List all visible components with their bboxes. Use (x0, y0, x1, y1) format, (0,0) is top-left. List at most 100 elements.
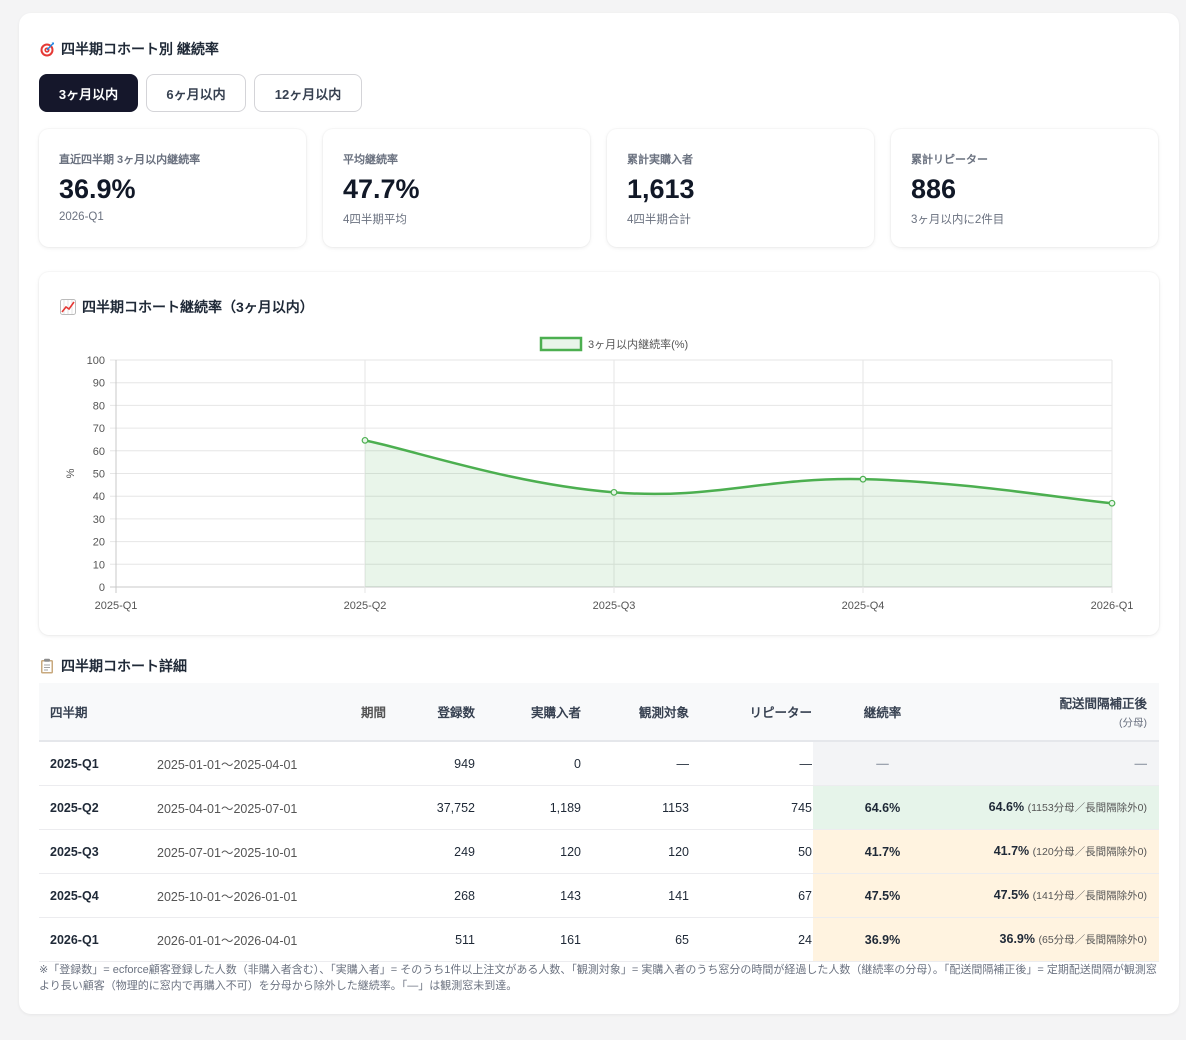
kpi-value: 886 (911, 174, 957, 204)
kpi-average-rate: 平均継続率 47.7% 4四半期平均 (323, 129, 590, 247)
cohort-table: 四半期 期間 登録数 実購入者 観測対象 リピーター 継続率 配送間隔補正後 (… (39, 683, 1159, 962)
table-header-row: 四半期 期間 登録数 実購入者 観測対象 リピーター 継続率 配送間隔補正後 (… (39, 683, 1159, 742)
y-tick-label: 40 (93, 491, 105, 503)
cell-rate: 47.5% (813, 873, 952, 918)
target-icon (40, 42, 54, 57)
legend-label: 3ヶ月以内継続率(%) (588, 337, 688, 351)
col-buyers: 実購入者 (476, 683, 582, 742)
cell-period: 2025-04-01〜2025-07-01 (156, 785, 386, 830)
cell-period: 2025-07-01〜2025-10-01 (156, 829, 386, 874)
cell-buyers: 161 (476, 917, 582, 962)
col-rate: 継続率 (813, 683, 952, 742)
col-adjusted-sub: (分母) (1119, 717, 1147, 729)
cell-observed: 141 (582, 873, 690, 918)
cell-quarter: 2025-Q1 (39, 741, 156, 786)
x-tick-label: 2025-Q2 (344, 600, 387, 612)
y-tick-label: 90 (93, 378, 105, 390)
table-row: 2025-Q4 2025-10-01〜2026-01-01 268 143 141 67 4… (39, 873, 1159, 918)
cell-adjusted-value: 64.6% (988, 800, 1025, 814)
tab-6-months[interactable]: 6ヶ月以内 (146, 74, 246, 112)
y-tick-label: 60 (93, 446, 105, 458)
cell-quarter: 2025-Q4 (39, 873, 156, 918)
table-row: 2025-Q1 2025-01-01〜2025-04-01 949 0— — — — (39, 741, 1159, 786)
cell-adjusted-note: (141分母／長間隔除外0) (1032, 890, 1147, 902)
cell-registered: 249 (386, 829, 476, 874)
y-tick-label: 50 (93, 469, 105, 481)
cell-registered: 511 (386, 917, 476, 962)
table-title: 四半期コホート詳細 (39, 656, 187, 676)
cell-buyers: 143 (476, 873, 582, 918)
kpi-latest-rate: 直近四半期 3ヶ月以内継続率 36.9% 2026-Q1 (39, 129, 306, 247)
kpi-value: 36.9% (59, 174, 136, 204)
cell-quarter: 2026-Q1 (39, 917, 156, 962)
kpi-sub: 3ヶ月以内に2件目 (911, 214, 1005, 226)
x-tick-label: 2026-Q1 (1091, 600, 1134, 612)
cell-rate: 64.6% (813, 785, 952, 830)
chart-title-text: 四半期コホート継続率（3ヶ月以内） (82, 299, 314, 315)
table-row: 2025-Q3 2025-07-01〜2025-10-01 249 120 120 50 4… (39, 829, 1159, 874)
cell-quarter: 2025-Q2 (39, 785, 156, 830)
cell-adjusted: 64.6% (1153分母／長間隔除外0) (952, 785, 1159, 830)
retention-line-chart: 0 10 20 30 40 50 60 70 80 90 100 2025-Q1 2025-Q2 2025… (65, 336, 1134, 612)
window-tabs: 3ヶ月以内 6ヶ月以内 12ヶ月以内 (39, 74, 362, 112)
table-row: 2026-Q1 2026-01-01〜2026-04-01 511 161 65 24 36… (39, 917, 1159, 962)
kpi-sub: 2026-Q1 (59, 211, 104, 223)
cell-repeaters: 67 (690, 873, 813, 918)
cell-rate: 41.7% (813, 829, 952, 874)
kpi-label: 直近四半期 3ヶ月以内継続率 (59, 154, 201, 166)
cell-repeaters: — (690, 741, 813, 786)
chart-card: 四半期コホート継続率（3ヶ月以内） 0 10 20 30 40 50 60 70 80 90 100… (39, 272, 1159, 635)
col-observed: 観測対象 (582, 683, 690, 742)
data-point (361, 436, 369, 444)
page-title-text: 四半期コホート別 継続率 (61, 41, 219, 57)
cell-adjusted-note: (120分母／長間隔除外0) (1032, 846, 1147, 858)
cell-repeaters: 50 (690, 829, 813, 874)
cell-adjusted: 47.5% (141分母／長間隔除外0) (952, 873, 1159, 918)
x-tick-label: 2025-Q1 (95, 600, 138, 612)
col-quarter: 四半期 (39, 683, 156, 742)
cell-period: 2025-01-01〜2025-04-01 (156, 741, 386, 786)
cell-adjusted-value: 41.7% (993, 844, 1030, 858)
cell-registered: 268 (386, 873, 476, 918)
cell-rate: — (813, 741, 952, 786)
chart-increasing-icon (60, 299, 76, 315)
kpi-value: 1,613 (627, 174, 695, 204)
x-tick-label: 2025-Q3 (593, 600, 636, 612)
cell-adjusted: 41.7% (120分母／長間隔除外0) (952, 829, 1159, 874)
kpi-label: 累計実購入者 (627, 154, 693, 166)
kpi-value: 47.7% (343, 174, 420, 204)
y-axis-label: % (65, 468, 77, 478)
cell-buyers: 120 (476, 829, 582, 874)
cell-period: 2025-10-01〜2026-01-01 (156, 873, 386, 918)
kpi-total-repeaters: 累計リピーター 886 3ヶ月以内に2件目 (891, 129, 1158, 247)
cell-observed: 120 (582, 829, 690, 874)
cell-period: 2026-01-01〜2026-04-01 (156, 917, 386, 962)
cell-repeaters: 24 (690, 917, 813, 962)
kpi-total-buyers: 累計実購入者 1,613 4四半期合計 (607, 129, 874, 247)
cell-adjusted-value: — (1134, 756, 1148, 771)
series-line (364, 439, 1113, 505)
kpi-sub: 4四半期合計 (627, 214, 691, 226)
page-title: 四半期コホート別 継続率 (39, 39, 219, 59)
footnote: ※「登録数」= ecforce顧客登録した人数（非購入者含む）、「実購入者」= … (39, 964, 1157, 992)
y-tick-label: 10 (93, 559, 105, 571)
tab-12-months[interactable]: 12ヶ月以内 (254, 74, 362, 112)
cohort-panel: 四半期コホート別 継続率 3ヶ月以内 6ヶ月以内 12ヶ月以内 直近四半期 3ヶ… (19, 13, 1179, 1014)
cell-adjusted-value: 36.9% (999, 932, 1035, 946)
col-repeaters: リピーター (690, 683, 813, 742)
cell-buyers: 1,189 (476, 785, 582, 830)
tab-3-months[interactable]: 3ヶ月以内 (39, 74, 138, 112)
cell-observed: — (582, 741, 690, 786)
cohort-table-wrap: 四半期 期間 登録数 実購入者 観測対象 リピーター 継続率 配送間隔補正後 (… (39, 683, 1159, 962)
y-tick-label: 80 (93, 400, 105, 412)
col-adjusted-label: 配送間隔補正後 (1059, 697, 1147, 711)
cell-registered: 37,752 (386, 785, 476, 830)
chart-title: 四半期コホート継続率（3ヶ月以内） (60, 297, 314, 317)
table-title-text: 四半期コホート詳細 (61, 658, 187, 674)
kpi-sub: 4四半期平均 (343, 214, 407, 226)
cell-rate: 36.9% (813, 917, 952, 962)
cell-quarter: 2025-Q3 (39, 829, 156, 874)
y-tick-label: 0 (99, 582, 105, 594)
data-point (1108, 499, 1116, 507)
y-tick-label: 30 (93, 514, 105, 526)
